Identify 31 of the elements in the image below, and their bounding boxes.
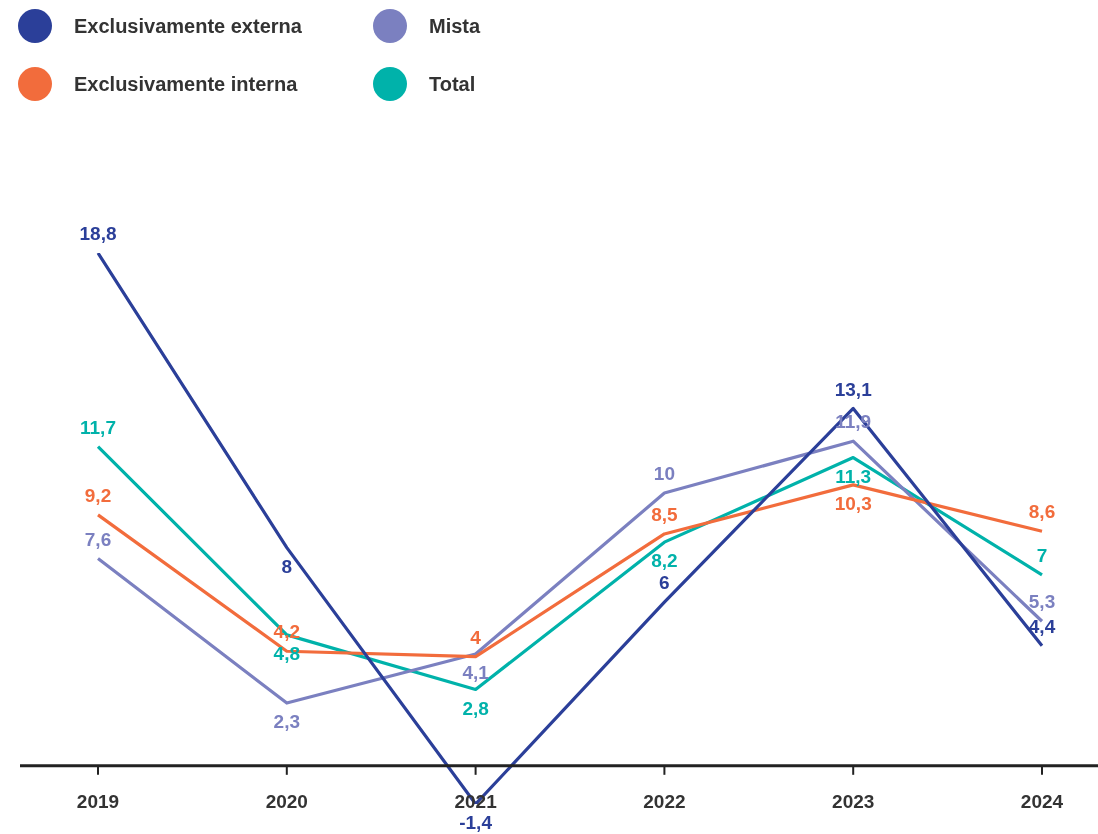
data-label: 13,1: [834, 378, 873, 400]
data-label: -1,4: [459, 812, 493, 834]
data-label: 10: [653, 463, 675, 485]
data-label: 4: [470, 626, 482, 648]
data-label: 2,3: [273, 711, 301, 733]
data-label: 11,3: [835, 465, 872, 487]
data-label: 4,1: [462, 662, 490, 684]
data-label: 7,6: [84, 528, 112, 550]
x-tick-label: 2023: [832, 791, 875, 813]
x-tick-label: 2021: [454, 791, 498, 813]
legend-label: Total: [429, 72, 476, 96]
data-label: 11,7: [80, 416, 116, 438]
legend-label: Exclusivamente interna: [74, 72, 298, 96]
data-label: 8,2: [651, 550, 678, 572]
data-label: 4,4: [1028, 616, 1056, 638]
x-tick-label: 2020: [265, 791, 308, 813]
x-tick-label: 2024: [1020, 791, 1064, 813]
data-label: 18,8: [79, 223, 117, 245]
x-tick-label: 2019: [76, 791, 120, 813]
data-label: 6: [659, 572, 670, 594]
data-label: 8,6: [1028, 501, 1056, 523]
data-label: 10,3: [834, 493, 872, 515]
data-label: 9,2: [84, 485, 112, 507]
data-label: 5,3: [1028, 591, 1056, 613]
data-label: 2,8: [462, 697, 489, 719]
x-tick-label: 2022: [643, 791, 686, 813]
legend-label: Mista: [429, 14, 481, 38]
data-label: 8: [281, 555, 293, 577]
data-label: 7: [1036, 545, 1048, 567]
legend-label: Exclusivamente externa: [74, 14, 302, 38]
data-label: 8,5: [651, 504, 679, 526]
